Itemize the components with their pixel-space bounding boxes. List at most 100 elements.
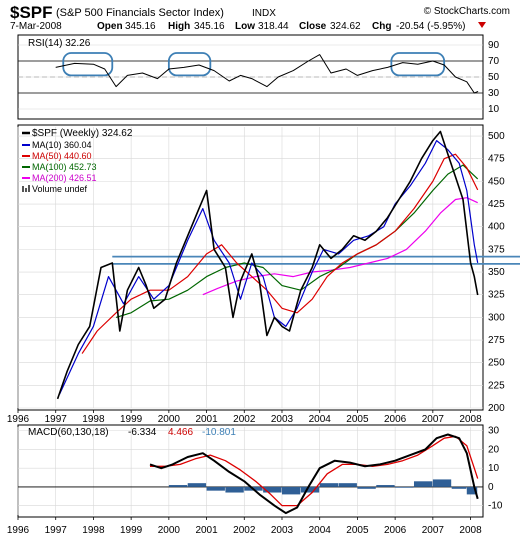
macd-histogram-bar: [451, 486, 467, 489]
legend-ma200: MA(200) 426.51: [32, 173, 97, 183]
index-name: (S&P 500 Financials Sector Index): [56, 7, 224, 19]
macd-histogram-bar: [413, 481, 433, 487]
price-tick-8: 300: [488, 312, 505, 323]
macd-histogram-bar: [466, 486, 478, 495]
price-x-tick-10: 2006: [384, 414, 407, 425]
rsi-line: [55, 54, 479, 94]
close-label: Close: [299, 21, 327, 32]
rsi-tick-1: 70: [488, 56, 500, 67]
macd-layer: 30 20 10 0 -10: [17, 426, 503, 515]
macd-legend-histogram: -10.801: [202, 427, 236, 438]
macd-legend-macd: -6.334: [128, 427, 157, 438]
legend-ma100: MA(100) 452.73: [32, 162, 97, 172]
legend-volume: Volume undef: [32, 184, 88, 194]
macd-histogram-bar: [338, 483, 357, 487]
exchange: INDX: [252, 8, 276, 19]
credit: © StockCharts.com: [424, 6, 510, 17]
price-x-tick-4: 2000: [158, 414, 181, 425]
ma10-line: [58, 140, 479, 395]
high-value: 345.16: [194, 21, 225, 32]
close-value: 324.62: [330, 21, 361, 32]
x-axis-layer: 1996 1997 1998 1999 2000 2001 2002 2003 2004 2005…: [7, 410, 482, 536]
macd-tick-4: -10: [488, 501, 503, 512]
macd-x-tick-6: 2002: [233, 525, 256, 536]
rsi-highlight-2: [390, 52, 446, 77]
open-label: Open: [97, 21, 123, 32]
price-layer: 500 475 450 425 400 375 350 325 300 275 250 225 200: [17, 127, 520, 414]
rsi-tick-4: 10: [488, 104, 500, 115]
price-line: [56, 130, 479, 400]
macd-histogram-bar: [376, 485, 395, 487]
legend-price: $SPF (Weekly) 324.62: [32, 128, 133, 139]
high-label: High: [168, 21, 190, 32]
macd-tick-0: 30: [488, 426, 500, 437]
macd-x-tick-9: 2005: [346, 525, 369, 536]
rsi-tick-2: 50: [488, 72, 500, 83]
macd-x-tick-8: 2004: [309, 525, 332, 536]
macd-histogram-bar: [168, 485, 188, 487]
macd-histogram-bar: [300, 486, 320, 493]
price-tick-11: 225: [488, 380, 505, 391]
legend-ma50: MA(50) 440.60: [32, 151, 92, 161]
macd-tick-1: 20: [488, 444, 500, 455]
macd-x-tick-0: 1996: [7, 525, 30, 536]
price-x-tick-6: 2002: [233, 414, 256, 425]
macd-legend-label: MACD(60,130,18): [28, 427, 109, 438]
price-tick-4: 400: [488, 222, 505, 233]
rsi-layer: 90 70 50 30 10: [18, 40, 500, 115]
macd-legend: MACD(60,130,18) -6.334 4.466 -10.801: [28, 427, 236, 438]
price-x-tick-12: 2008: [459, 414, 482, 425]
rsi-tick-0: 90: [488, 40, 500, 51]
price-x-tick-0: 1996: [7, 414, 30, 425]
price-x-tick-9: 2005: [346, 414, 369, 425]
macd-x-tick-12: 2008: [459, 525, 482, 536]
low-label: Low: [235, 21, 255, 32]
macd-panel: [17, 424, 484, 518]
symbol: $SPF: [10, 3, 53, 22]
price-x-tick-2: 1998: [82, 414, 105, 425]
price-x-tick-1: 1997: [45, 414, 68, 425]
price-tick-5: 375: [488, 244, 505, 255]
open-value: 345.16: [125, 21, 156, 32]
macd-x-tick-10: 2006: [384, 525, 407, 536]
macd-x-tick-2: 1998: [82, 525, 105, 536]
price-tick-9: 275: [488, 335, 505, 346]
macd-histogram-bar: [281, 486, 301, 495]
macd-x-tick-11: 2007: [422, 525, 445, 536]
ma200-line: [202, 197, 478, 296]
macd-line: [149, 433, 479, 515]
date: 7-Mar-2008: [10, 21, 62, 32]
legend-swatch-volume: [22, 186, 24, 192]
price-x-tick-3: 1999: [120, 414, 143, 425]
price-legend: $SPF (Weekly) 324.62 MA(10) 360.04 MA(50…: [22, 128, 133, 194]
down-arrow-icon: [478, 22, 486, 28]
macd-histogram-bar: [225, 486, 244, 493]
price-x-tick-5: 2001: [195, 414, 218, 425]
chg-label: Chg: [372, 21, 391, 32]
ma50-line: [81, 153, 479, 354]
macd-histogram-bar: [395, 486, 414, 488]
macd-histogram-bar: [187, 483, 207, 487]
chg-value: -20.54 (-5.95%): [396, 21, 465, 32]
macd-histogram-bar: [357, 486, 376, 489]
macd-tick-3: 0: [488, 482, 494, 493]
legend-ma10: MA(10) 360.04: [32, 140, 92, 150]
price-tick-10: 250: [488, 358, 505, 369]
price-x-tick-11: 2007: [422, 414, 445, 425]
macd-x-tick-7: 2003: [271, 525, 294, 536]
price-tick-0: 500: [488, 131, 505, 142]
rsi-legend: RSI(14) 32.26: [28, 38, 91, 49]
macd-x-tick-3: 1999: [120, 525, 143, 536]
price-tick-1: 475: [488, 154, 505, 165]
price-tick-12: 200: [488, 403, 505, 414]
price-tick-2: 450: [488, 176, 505, 187]
price-tick-3: 425: [488, 199, 505, 210]
macd-x-tick-1: 1997: [45, 525, 68, 536]
macd-histogram-bar: [206, 486, 225, 491]
price-tick-6: 350: [488, 267, 505, 278]
macd-x-tick-5: 2001: [195, 525, 218, 536]
rsi-highlight-1: [167, 52, 212, 77]
macd-histogram-bar: [263, 486, 282, 493]
price-x-tick-7: 2003: [271, 414, 294, 425]
